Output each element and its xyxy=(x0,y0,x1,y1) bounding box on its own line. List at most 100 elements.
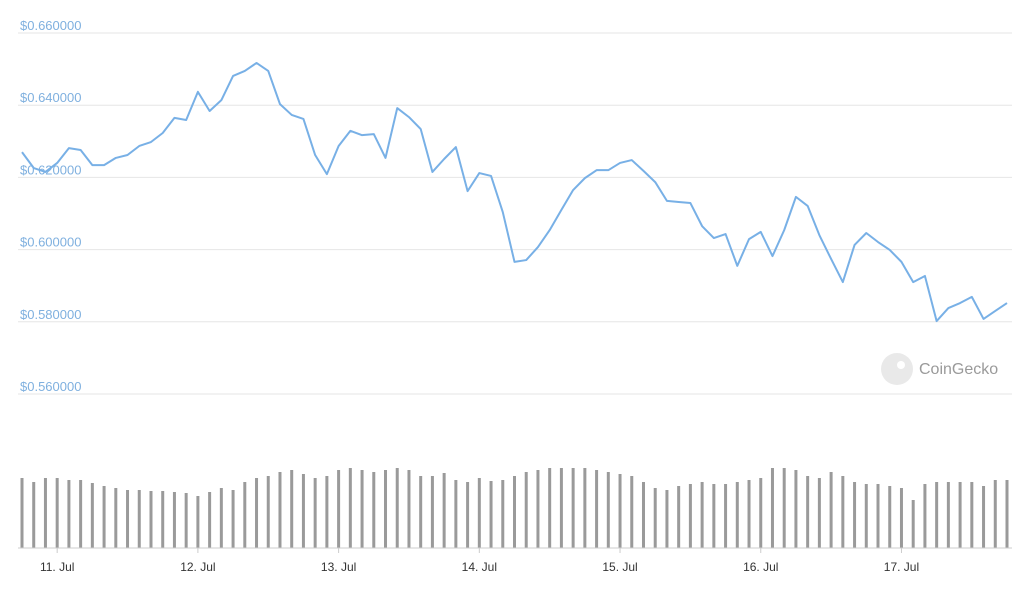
volume-bar xyxy=(301,474,305,548)
volume-bar xyxy=(653,488,657,548)
volume-bar xyxy=(618,474,622,548)
x-tick-label: 11. Jul xyxy=(40,560,74,574)
x-tick-label: 16. Jul xyxy=(743,560,778,574)
volume-bar xyxy=(677,486,681,548)
volume-bar xyxy=(946,482,950,548)
volume-bar xyxy=(817,478,821,548)
volume-bar xyxy=(548,468,552,548)
volume-bar xyxy=(853,482,857,548)
volume-bar xyxy=(724,484,728,548)
y-tick-label: $0.660000 xyxy=(20,18,81,33)
volume-bar xyxy=(489,481,493,548)
volume-bar xyxy=(641,482,645,548)
volume-bar xyxy=(501,480,505,548)
volume-bar xyxy=(747,480,751,548)
volume-bar xyxy=(208,492,212,548)
volume-bar xyxy=(700,482,704,548)
y-tick-label: $0.600000 xyxy=(20,235,81,250)
volume-bar xyxy=(559,468,563,548)
volume-bar xyxy=(395,468,399,548)
volume-bar xyxy=(278,472,282,548)
volume-bar xyxy=(571,468,575,548)
volume-bar xyxy=(1005,480,1009,548)
volume-bar xyxy=(372,472,376,548)
volume-bar xyxy=(595,470,599,548)
volume-bar xyxy=(442,473,446,548)
volume-bar xyxy=(899,488,903,548)
volume-bar xyxy=(536,470,540,548)
volume-bar xyxy=(735,482,739,548)
volume-bar xyxy=(67,480,71,548)
y-tick-label: $0.640000 xyxy=(20,90,81,105)
watermark: CoinGecko xyxy=(881,353,998,385)
volume-bar xyxy=(348,468,352,548)
volume-bar xyxy=(184,493,188,548)
volume-bar xyxy=(583,468,587,548)
volume-bar xyxy=(337,470,341,548)
volume-bar xyxy=(161,491,165,548)
volume-bar xyxy=(958,482,962,548)
volume-bar xyxy=(524,472,528,548)
volume-bar xyxy=(993,480,997,548)
volume-bar xyxy=(688,484,692,548)
volume-bar xyxy=(384,470,388,548)
volume-bar xyxy=(430,476,434,548)
volume-bar xyxy=(513,476,516,548)
volume-bar xyxy=(665,490,669,548)
volume-bar xyxy=(770,468,774,548)
volume-bar xyxy=(313,478,317,548)
volume-bar xyxy=(325,476,329,548)
volume-bar xyxy=(196,496,200,548)
volume-bar xyxy=(911,500,915,548)
volume-bar xyxy=(360,470,364,548)
y-tick-label: $0.580000 xyxy=(20,307,81,322)
volume-bar xyxy=(43,478,47,548)
volume-bar xyxy=(79,480,83,548)
volume-bar xyxy=(477,478,481,548)
x-tick-label: 13. Jul xyxy=(321,560,356,574)
watermark-text: CoinGecko xyxy=(919,361,998,378)
y-tick-label: $0.620000 xyxy=(20,162,81,177)
x-tick-label: 15. Jul xyxy=(602,560,637,574)
volume-bar xyxy=(454,480,458,548)
volume-bar xyxy=(806,476,810,548)
volume-bar xyxy=(759,478,763,548)
volume-bar xyxy=(630,476,634,548)
volume-bar xyxy=(290,470,294,548)
watermark-logo xyxy=(881,353,913,385)
volume-bar xyxy=(712,484,716,548)
volume-bar xyxy=(172,492,176,548)
volume-bar xyxy=(841,476,845,548)
x-tick-label: 17. Jul xyxy=(884,560,919,574)
volume-bar xyxy=(231,490,235,548)
volume-bar xyxy=(32,482,36,548)
watermark-logo-eye xyxy=(897,361,905,369)
volume-bar xyxy=(255,478,259,548)
volume-bar xyxy=(90,483,94,548)
volume-bar xyxy=(606,472,610,548)
volume-bar xyxy=(219,488,223,548)
volume-bar xyxy=(970,482,974,548)
volume-bar xyxy=(864,484,868,548)
x-tick-label: 12. Jul xyxy=(180,560,215,574)
volume-bar xyxy=(419,476,423,548)
volume-bar xyxy=(888,486,892,548)
volume-bar xyxy=(466,482,470,548)
volume-bar xyxy=(102,486,106,548)
volume-bar xyxy=(782,468,786,548)
price-line xyxy=(21,61,1008,323)
y-tick-label: $0.560000 xyxy=(20,379,81,394)
volume-bar xyxy=(982,486,986,548)
volume-bar xyxy=(114,488,118,548)
volume-bar xyxy=(923,484,927,548)
volume-bar xyxy=(794,470,798,548)
volume-bar xyxy=(266,476,270,548)
volume-bar xyxy=(243,482,247,548)
volume-bar xyxy=(55,478,59,548)
volume-bar xyxy=(935,482,939,548)
volume-bar xyxy=(137,490,141,548)
x-tick-label: 14. Jul xyxy=(462,560,497,574)
volume-bar xyxy=(126,490,130,548)
volume-bar xyxy=(407,470,411,548)
